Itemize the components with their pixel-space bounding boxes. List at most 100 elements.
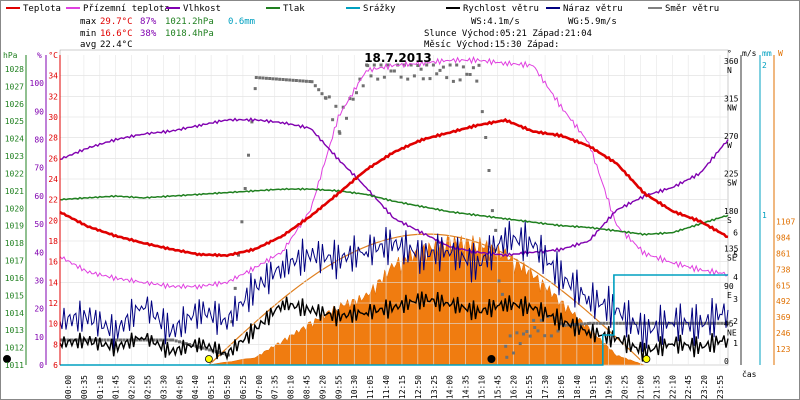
wind-tick: 1 [733,339,738,348]
temperature-tick: 6 [53,361,58,370]
wind-direction-point [487,169,491,172]
pressure-tick: 1014 [5,309,24,318]
wind-direction-point [726,321,730,325]
temperature-tick: 30 [48,113,58,122]
wind-direction-point [480,110,484,114]
x-tick-label: 21:00 [636,375,645,399]
wind-direction-point [458,78,462,82]
x-tick-label: 07:00 [255,375,264,399]
wind-direction-point [539,318,543,322]
wind-direction-point [425,63,429,67]
direction-tick: 180 [724,207,739,216]
wind-direction-point [258,76,262,80]
direction-tick-compass: W [727,141,732,150]
wind-direction-point [500,292,504,296]
x-tick-label: 06:25 [239,375,248,399]
wind-direction-point [152,338,156,342]
stat-rain: 0.6mm [228,17,255,27]
legend-label: Srážky [363,4,396,14]
wind-direction-point [512,351,515,355]
wind-direction-point [592,321,596,325]
humidity-unit: % [37,51,42,60]
x-tick-label: 19:50 [605,375,614,399]
x-tick-label: 02:55 [144,375,153,399]
wind-direction-point [455,63,459,67]
wind-direction-point [100,338,104,342]
x-tick-label: 11:40 [382,375,391,399]
wind-direction-point [661,321,665,325]
stat-ws: WS:4.1m/s [471,17,520,27]
direction-tick: 360 [724,57,739,66]
wind-direction-point [310,80,314,84]
wind-direction-point [278,77,282,81]
wind-direction-point [386,63,390,67]
wind-direction-point [563,323,567,327]
chart-title: 18.7.2013 [364,51,432,65]
wind-direction-point [106,338,110,342]
wind-direction-point [204,347,208,351]
wind-direction-point [358,77,362,81]
pressure-tick: 1022 [5,169,24,178]
temperature-tick: 8 [53,340,58,349]
legend-label: Přízemní teplota [83,4,170,14]
temperature-tick: 24 [48,175,58,184]
direction-tick: 90 [724,282,734,291]
pressure-tick: 1020 [5,204,24,213]
wind-direction-point [237,253,240,257]
wind-direction-point [716,321,720,325]
stat-avg-label: avg [80,40,96,50]
solar-tick: 369 [776,313,791,322]
wind-direction-point [201,346,205,350]
wind-direction-point [198,345,202,349]
wind-direction-point [268,77,272,80]
x-tick-label: 15:45 [493,375,502,399]
wind-gust-line [59,220,729,352]
wind-direction-point [261,76,265,80]
wind-direction-point [218,351,222,355]
pressure-tick: 1019 [5,222,24,231]
wind-direction-point [451,79,455,83]
wind-direction-point [271,77,275,81]
humidity-tick: 50 [34,220,44,229]
wind-direction-point [247,153,250,157]
wind-direction-point [230,320,234,324]
legend-label: Teplota [23,4,61,14]
wind-direction-point [382,75,386,79]
wind-direction-point [298,79,302,83]
x-tick-label: 21:35 [652,375,661,399]
wind-direction-point [448,63,452,67]
wind-direction-point [461,65,465,69]
solar-tick: 1107 [776,217,795,226]
pressure-tick: 1024 [5,135,24,144]
wind-direction-point [334,104,338,108]
direction-tick-compass: NE [727,329,737,338]
wind-speed-line [59,291,729,362]
wind-direction-point [135,338,139,342]
temperature-line [59,117,729,258]
wind-tick: 5 [733,251,738,260]
wind-direction-point [553,316,557,320]
x-tick-label: 12:50 [414,375,423,399]
wind-direction-point [602,321,606,325]
temperature-tick: 32 [48,92,58,101]
wind-direction-point [508,334,512,338]
pressure-unit: hPa [3,51,18,60]
wind-direction-point [159,338,163,342]
wind-direction-point [184,342,188,346]
wind-direction-point [518,342,522,346]
direction-tick-compass: S [727,216,732,225]
legend-label: Tlak [283,4,305,14]
wind-direction-point [372,63,376,67]
humidity-tick: 90 [34,107,44,116]
wind-direction-point [70,338,73,342]
pressure-tick: 1025 [5,117,24,126]
pressure-tick: 1015 [5,291,24,300]
wind-direction-point [490,209,494,213]
wind-direction-point [579,322,583,326]
wind-direction-point [240,220,244,224]
direction-tick: 0 [724,357,729,366]
wind-direction-point [320,92,324,96]
wind-direction-point [66,338,70,342]
x-tick-label: 14:35 [462,375,471,399]
